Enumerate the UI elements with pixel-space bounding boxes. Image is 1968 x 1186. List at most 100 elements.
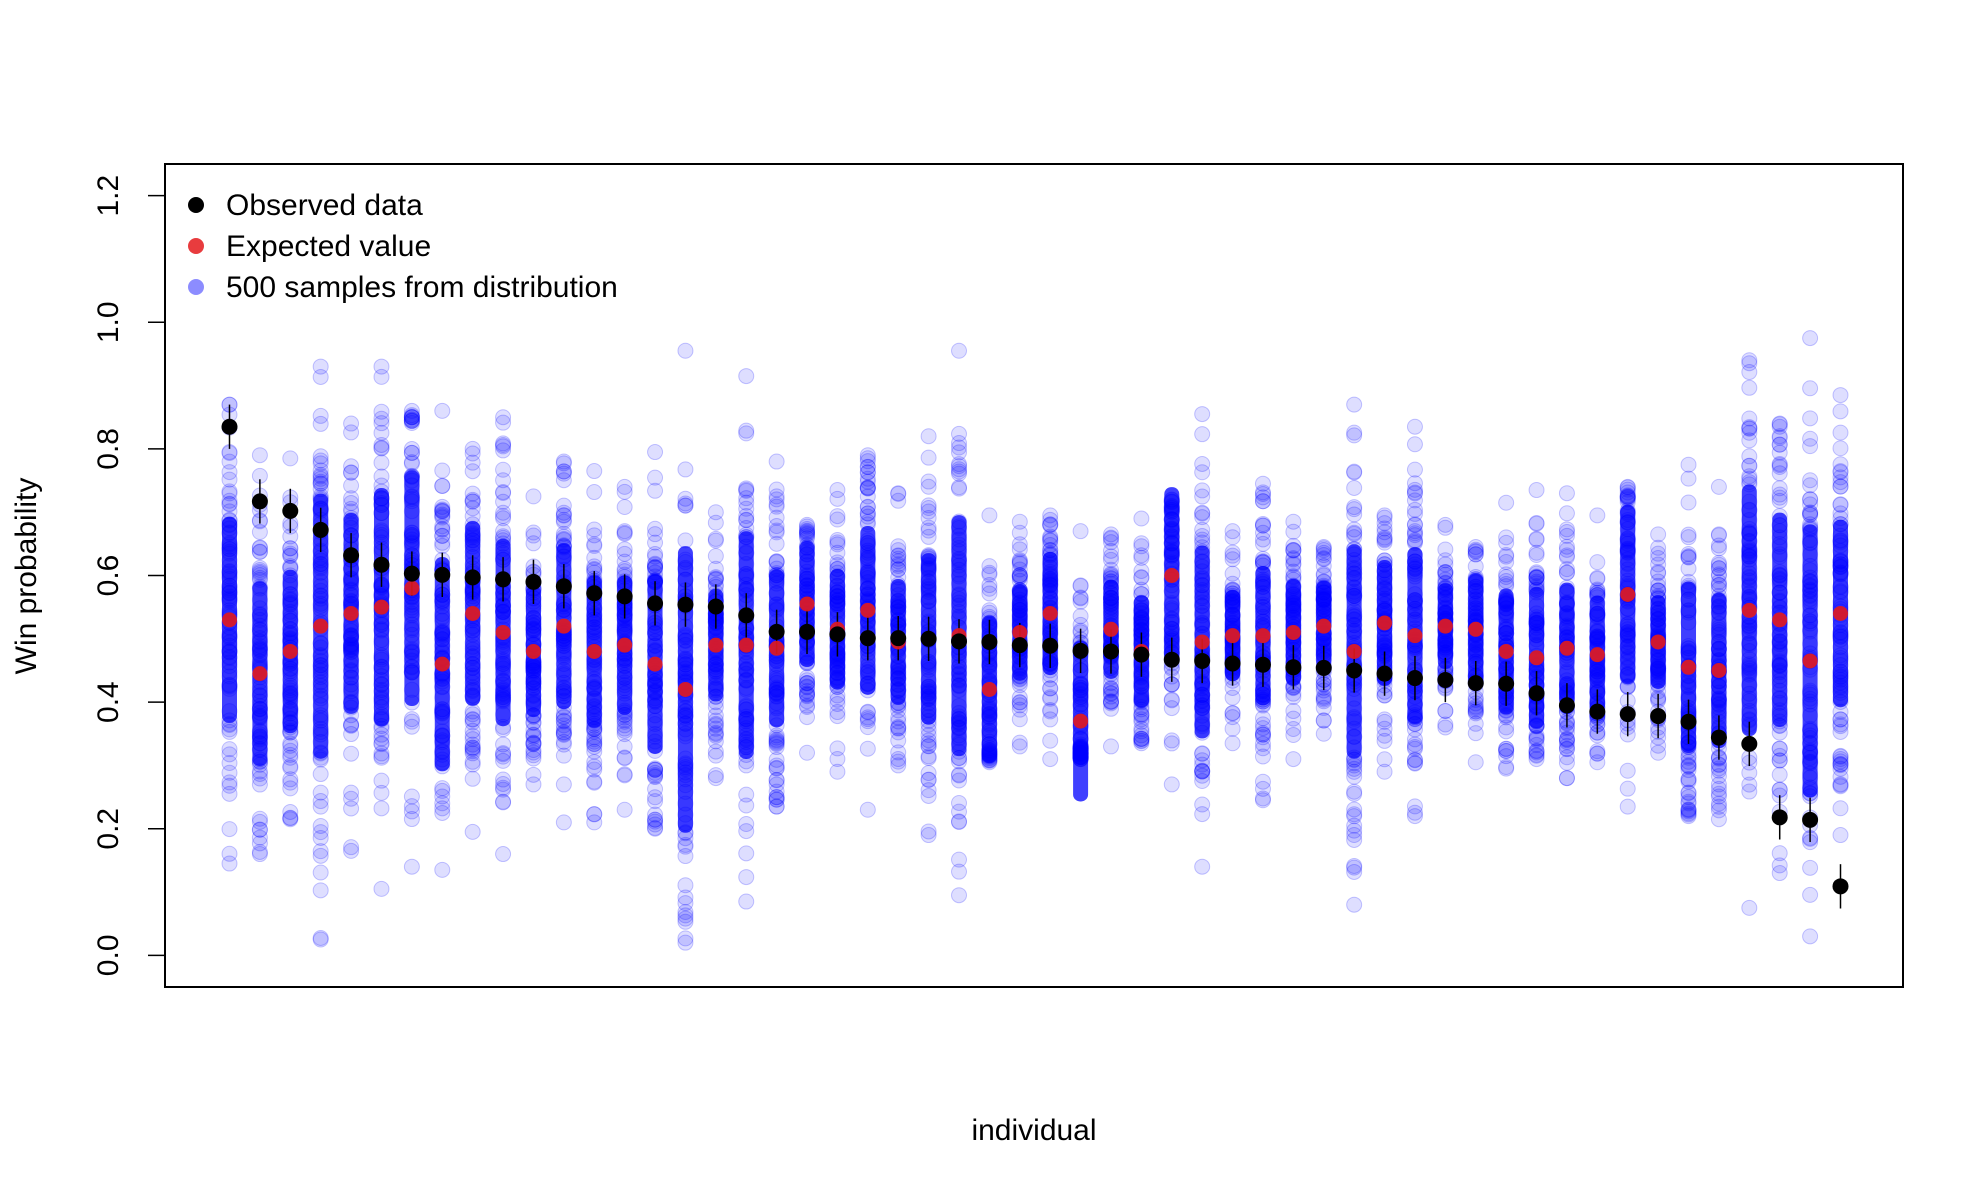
- sample-point: [860, 741, 875, 756]
- sample-point: [1833, 441, 1848, 456]
- sample-point: [891, 557, 906, 572]
- sample-point: [1711, 769, 1726, 784]
- sample-point: [283, 772, 298, 787]
- sample-point: [1499, 554, 1514, 569]
- sample-point: [1499, 741, 1514, 756]
- sample-point: [678, 890, 693, 905]
- sample-point: [587, 775, 602, 790]
- sample-point: [465, 494, 480, 509]
- sample-column-40: [1407, 419, 1422, 823]
- sample-column-5: [344, 416, 359, 858]
- sample-point: [1195, 522, 1210, 537]
- sample-point: [1012, 525, 1027, 540]
- sample-point: [1620, 781, 1635, 796]
- sample-point: [344, 746, 359, 761]
- sample-point: [587, 538, 602, 553]
- sample-point: [1529, 483, 1544, 498]
- sample-point: [739, 870, 754, 885]
- sample-point: [1620, 763, 1635, 778]
- sample-point: [708, 548, 723, 563]
- sample-point: [1711, 555, 1726, 570]
- sample-point: [1559, 486, 1574, 501]
- sample-point: [404, 445, 419, 460]
- sample-point: [587, 485, 602, 500]
- sample-point: [1407, 502, 1422, 517]
- sample-point: [1043, 691, 1058, 706]
- sample-point: [1742, 900, 1757, 915]
- sample-point: [1803, 887, 1818, 902]
- sample-point: [374, 801, 389, 816]
- sample-point: [617, 484, 632, 499]
- sample-point: [496, 485, 511, 500]
- sample-point: [344, 840, 359, 855]
- sample-point: [1043, 512, 1058, 527]
- sample-point: [465, 771, 480, 786]
- sample-point: [921, 520, 936, 535]
- sample-point: [252, 822, 267, 837]
- sample-point: [1590, 555, 1605, 570]
- sample-point: [952, 426, 967, 441]
- sample-point: [313, 453, 328, 468]
- sample-point: [252, 844, 267, 859]
- sample-point: [800, 680, 815, 695]
- sample-point: [1407, 524, 1422, 539]
- sample-point: [800, 710, 815, 725]
- sample-point: [830, 491, 845, 506]
- sample-point: [313, 848, 328, 863]
- sample-point: [1134, 539, 1149, 554]
- sample-point: [648, 535, 663, 550]
- sample-point: [1195, 465, 1210, 480]
- sample-point: [617, 767, 632, 782]
- sample-column-39: [1377, 508, 1392, 779]
- sample-point: [1012, 695, 1027, 710]
- sample-point: [344, 425, 359, 440]
- sample-point: [374, 736, 389, 751]
- sample-point: [1803, 381, 1818, 396]
- sample-point: [1407, 482, 1422, 497]
- sample-point: [344, 718, 359, 733]
- sample-point: [374, 455, 389, 470]
- sample-point: [1742, 449, 1757, 464]
- sample-point: [1103, 694, 1118, 709]
- sample-point: [404, 714, 419, 729]
- sample-point: [1073, 590, 1088, 605]
- sample-point: [1833, 404, 1848, 419]
- sample-point: [587, 464, 602, 479]
- sample-point: [1347, 526, 1362, 541]
- sample-point: [222, 756, 237, 771]
- sample-point: [313, 883, 328, 898]
- sample-point: [739, 846, 754, 861]
- sample-point: [648, 445, 663, 460]
- sample-point: [952, 814, 967, 829]
- sample-point: [1620, 799, 1635, 814]
- sample-point: [891, 543, 906, 558]
- sample-column-11: [526, 489, 541, 792]
- sample-point: [496, 415, 511, 430]
- sample-point: [891, 719, 906, 734]
- sample-point: [252, 564, 267, 579]
- sample-point: [313, 767, 328, 782]
- sample-point: [556, 815, 571, 830]
- sample-point: [465, 712, 480, 727]
- sample-point: [526, 489, 541, 504]
- sample-point: [921, 824, 936, 839]
- sample-point: [648, 817, 663, 832]
- sample-point: [1347, 809, 1362, 824]
- sample-point: [678, 931, 693, 946]
- sample-point: [1195, 859, 1210, 874]
- sample-point: [617, 727, 632, 742]
- sample-point: [404, 410, 419, 425]
- sample-point: [1529, 531, 1544, 546]
- sample-point: [921, 450, 936, 465]
- sample-point: [1499, 724, 1514, 739]
- sample-column-8: [435, 403, 450, 877]
- sample-point: [830, 751, 845, 766]
- sample-point: [1590, 746, 1605, 761]
- sample-point: [1377, 521, 1392, 536]
- sample-point: [952, 480, 967, 495]
- sample-point: [1043, 733, 1058, 748]
- sample-point: [587, 807, 602, 822]
- sample-point: [1833, 470, 1848, 485]
- sample-point: [1407, 462, 1422, 477]
- sample-point: [1255, 551, 1270, 566]
